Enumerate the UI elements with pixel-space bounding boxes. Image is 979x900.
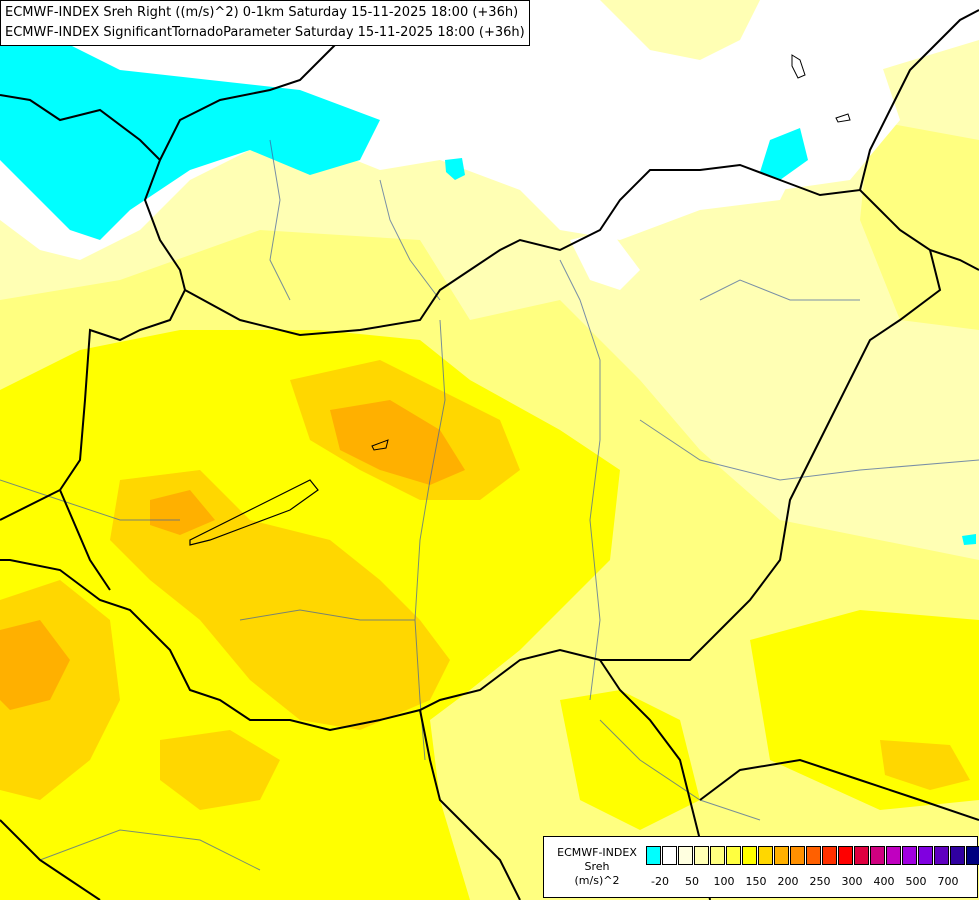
rivers — [0, 139, 979, 871]
legend-swatch — [774, 846, 789, 865]
map-title-box: ECMWF-INDEX Sreh Right ((m/s)^2) 0-1km S… — [0, 0, 530, 46]
legend-tick-label: 200 — [777, 875, 799, 888]
legend-label-line-1: ECMWF-INDEX — [557, 846, 637, 859]
legend-tick-label: 50 — [685, 875, 699, 888]
white-region-north2 — [600, 0, 760, 60]
orange-region-center — [330, 400, 465, 485]
cyan-region-east — [962, 534, 976, 545]
yellow-region-s — [560, 690, 700, 830]
legend-tick-label: -20 — [651, 875, 669, 888]
lake — [189, 479, 319, 546]
title-line-2: ECMWF-INDEX SignificantTornadoParameter … — [5, 25, 525, 40]
legend-label: ECMWF-INDEX Sreh (m/s)^2 — [550, 846, 644, 888]
light-yellow-region-ne — [860, 120, 979, 330]
legend-swatch — [710, 846, 725, 865]
legend-swatch — [854, 846, 869, 865]
cyan-region-small — [445, 158, 465, 180]
legend-swatch — [726, 846, 741, 865]
gold-region-sw — [110, 470, 450, 730]
legend-tick-label: 700 — [937, 875, 959, 888]
legend-swatch — [806, 846, 821, 865]
legend-label-line-2: Sreh — [584, 860, 610, 873]
legend-swatch — [790, 846, 805, 865]
orange-region-sw — [150, 490, 215, 535]
color-legend: ECMWF-INDEX Sreh (m/s)^2 -20 50 100 150 200 2… — [543, 836, 979, 898]
legend-tick-label: 300 — [841, 875, 863, 888]
legend-tick-label: 100 — [713, 875, 735, 888]
legend-tick-label: 400 — [873, 875, 895, 888]
gold-region-south — [160, 730, 280, 810]
legend-swatch — [886, 846, 901, 865]
gold-region-east — [880, 740, 970, 790]
legend-ticks: -20 50 100 150 200 250 300 400 500 700 — [646, 875, 974, 889]
legend-tick-label: 150 — [745, 875, 767, 888]
legend-tick-label: 250 — [809, 875, 831, 888]
legend-label-line-3: (m/s)^2 — [574, 874, 620, 887]
legend-swatch — [678, 846, 693, 865]
legend-swatch — [694, 846, 709, 865]
legend-swatches — [646, 846, 979, 865]
legend-swatch — [662, 846, 677, 865]
cyan-region-nw — [0, 40, 380, 240]
legend-swatch — [822, 846, 837, 865]
legend-swatch — [934, 846, 949, 865]
legend-tick-label: 500 — [905, 875, 927, 888]
legend-swatch — [758, 846, 773, 865]
small-lake — [371, 439, 389, 451]
legend-swatch — [902, 846, 917, 865]
legend-swatch — [950, 846, 965, 865]
legend-swatch — [870, 846, 885, 865]
legend-swatch — [918, 846, 933, 865]
orange-region-west — [0, 620, 70, 710]
legend-swatch — [838, 846, 853, 865]
legend-swatch — [742, 846, 757, 865]
title-line-1: ECMWF-INDEX Sreh Right ((m/s)^2) 0-1km S… — [5, 5, 519, 20]
small-lake-ne2 — [835, 113, 851, 123]
cyan-region-ne — [760, 128, 808, 180]
legend-swatch — [646, 846, 661, 865]
small-lake-ne — [791, 54, 806, 79]
white-region-mid — [570, 230, 640, 290]
legend-swatch — [966, 846, 979, 865]
